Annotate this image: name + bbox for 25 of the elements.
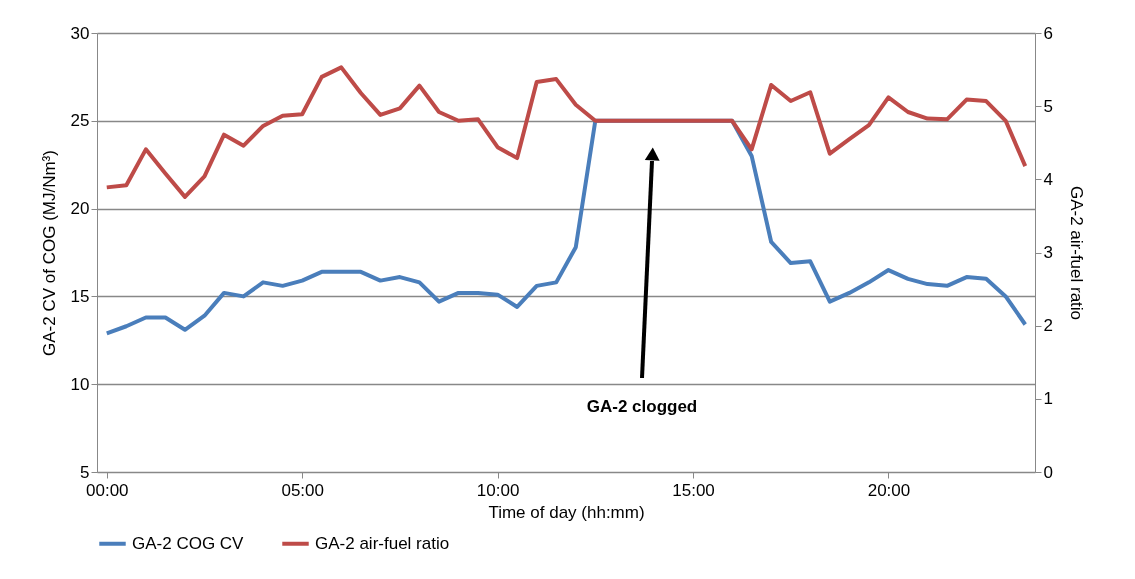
x-axis-title: Time of day (hh:mm)	[488, 502, 645, 522]
y-tick-label: 5	[80, 462, 90, 482]
x-tick-label: 00:00	[86, 480, 129, 500]
y-axis-title: GA-2 CV of COG (MJ/Nm³)	[39, 150, 59, 356]
x-tick-label: 05:00	[281, 480, 324, 500]
y-tick-label: 25	[70, 111, 90, 131]
y2-tick-label: 1	[1043, 389, 1053, 409]
x-tick-label: 10:00	[476, 480, 520, 500]
legend-label: GA-2 COG CV	[132, 533, 245, 553]
x-tick-label: 15:00	[672, 480, 715, 500]
legend-label: GA-2 air-fuel ratio	[315, 533, 450, 553]
y-tick-label: 30	[70, 23, 90, 43]
y-tick-label: 15	[70, 286, 90, 306]
line-series	[104, 65, 1028, 199]
annotation: GA-2 clogged	[586, 397, 698, 416]
y2-tick-label: 4	[1043, 169, 1053, 189]
y2-tick-label: 6	[1043, 23, 1053, 43]
y2-axis-title: GA-2 air-fuel ratio	[1066, 185, 1086, 321]
y2-tick-label: 2	[1043, 316, 1053, 336]
y2-tick-label: 3	[1043, 243, 1053, 262]
y-tick-label: 20	[70, 199, 90, 219]
y2-tick-label: 0	[1043, 462, 1053, 482]
y-tick-label: 10	[70, 374, 90, 394]
y2-tick-label: 5	[1043, 96, 1053, 116]
x-tick-label: 20:00	[867, 480, 911, 500]
